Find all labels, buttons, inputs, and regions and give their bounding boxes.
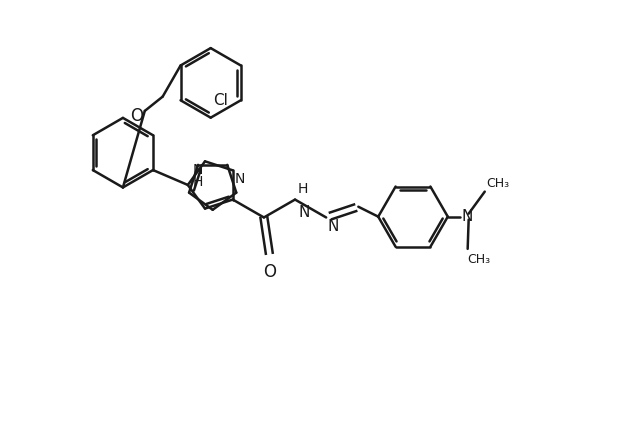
Text: N: N <box>193 163 203 177</box>
Text: H: H <box>193 175 203 189</box>
Text: O: O <box>263 263 276 281</box>
Text: CH₃: CH₃ <box>468 253 491 266</box>
Text: N: N <box>235 173 245 186</box>
Text: O: O <box>131 107 143 125</box>
Text: Cl: Cl <box>212 93 228 108</box>
Text: CH₃: CH₃ <box>487 177 510 190</box>
Text: H: H <box>298 181 308 196</box>
Text: N: N <box>327 219 339 234</box>
Text: N: N <box>298 205 309 219</box>
Text: N: N <box>461 209 473 224</box>
